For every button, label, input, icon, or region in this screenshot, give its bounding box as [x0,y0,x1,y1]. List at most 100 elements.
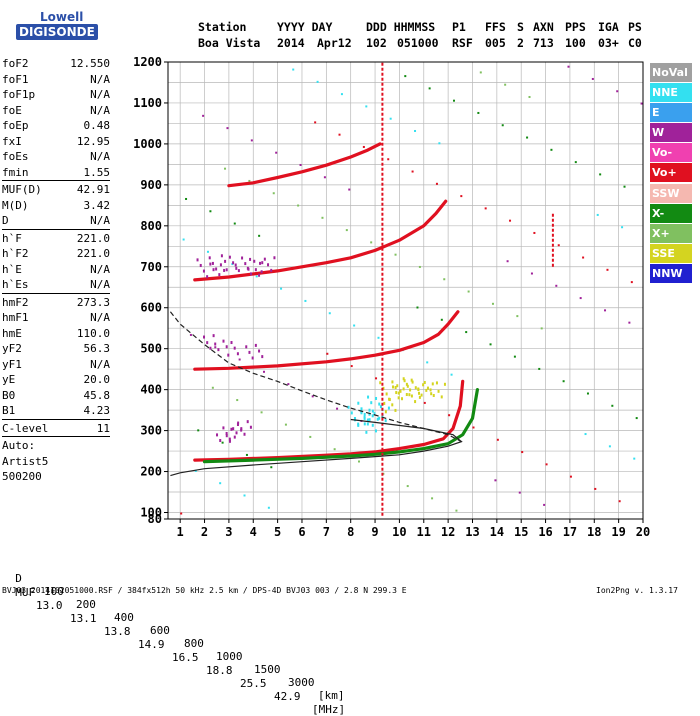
echo-point [371,409,374,413]
x-tick-label: 1 [177,525,184,539]
echo-point [234,263,237,267]
noise-point [389,117,392,120]
echo-point [225,431,228,435]
noise-point [353,324,356,327]
noise-point [586,392,589,395]
param-label: yF1 [2,357,22,371]
noise-point [333,448,336,451]
echo-point [235,266,238,270]
param-label: M(D) [2,198,29,212]
echo-point [408,393,411,397]
noise-point [348,188,351,191]
echo-point [391,380,394,384]
x-tick-label: 20 [636,525,650,539]
param-label: h`F [2,231,22,245]
noise-point [562,380,565,383]
profile-solid-line [170,418,463,477]
param-label: hmF2 [2,295,29,309]
noise-point [255,275,258,278]
param-label: hmE [2,326,22,340]
echo-point [425,388,428,392]
header-p1: RSF [452,36,473,50]
param-label: foF1p [2,88,36,101]
noise-point [326,352,329,355]
noise-point [438,142,441,145]
header-hhmmss: 051000 [397,36,439,50]
noise-point [582,256,585,259]
noise-point [467,290,470,293]
echo-point [212,334,215,338]
distance-label: D [15,572,22,585]
noise-point [258,234,261,237]
echo-point [360,407,363,411]
legend-item-vo-minus: Vo- [650,143,692,163]
y-tick-label: 500 [140,342,162,356]
noise-point [528,95,531,98]
header-iga: 03+ [598,36,619,50]
param-value: 4.23 [83,404,111,417]
echo-point [371,423,374,427]
echo-point [199,263,202,267]
echo-point [241,256,244,260]
param-label: foEp [2,119,29,132]
noise-point [406,485,409,488]
param-label: h`F2 [2,247,29,260]
echo-point [216,433,219,437]
y-tick-label: 600 [140,301,162,315]
echo-point [215,267,218,271]
echo-point [228,439,231,443]
noise-point [267,506,270,509]
noise-point [340,93,343,96]
echo-point [206,341,209,345]
echo-point [260,270,263,274]
noise-point [640,102,643,105]
param-value: N/A [90,214,110,227]
y-tick-label: 200 [140,465,162,479]
echo-point [379,405,382,409]
header-pps: 100 [565,36,586,50]
echo-point [243,432,246,436]
echo-point [431,382,434,386]
noise-point [618,500,621,503]
noise-point [197,429,200,432]
echo-point [261,261,264,265]
noise-point [431,497,434,500]
header-ffs: 005 [485,36,506,50]
legend-item-x-minus: X- [650,203,692,223]
noise-point [440,318,443,321]
noise-point [448,414,451,417]
x-tick-label: 17 [563,525,577,539]
noise-point [209,210,212,213]
noise-point [194,469,197,472]
noise-point [260,411,263,414]
distance-value: 1500 [254,663,281,676]
noise-point [189,333,192,336]
echo-point [437,389,440,393]
echo-point [249,425,252,429]
echo-point [375,396,378,400]
param-value: 20.0 [83,373,111,386]
muf-unit: [MHz] [312,703,346,716]
noise-point [591,77,594,80]
noise-point [518,491,521,494]
distance-value: 1000 [216,650,243,663]
file-info: BVJ03_2014102051000.RSF / 384fx512h 50 k… [2,586,407,595]
muf-value: 18.8 [206,664,233,677]
logo-digisonde: DIGISONDE [16,24,98,40]
echo-point [217,348,220,352]
noise-point [250,139,253,142]
echo-trace [193,199,448,282]
noise-point [238,358,241,361]
param-row: foF2 12.550 [2,56,110,72]
echo-point [209,346,212,350]
noise-point [594,487,597,490]
noise-point [233,222,236,225]
echo-point [395,391,398,395]
muf-value: 13.1 [70,612,97,625]
echo-point [254,268,257,272]
param-value: 1.55 [83,165,111,179]
header-ps: C0 [628,36,642,50]
echo-point [367,395,370,399]
echo-point [409,388,412,392]
echo-point [410,378,413,382]
